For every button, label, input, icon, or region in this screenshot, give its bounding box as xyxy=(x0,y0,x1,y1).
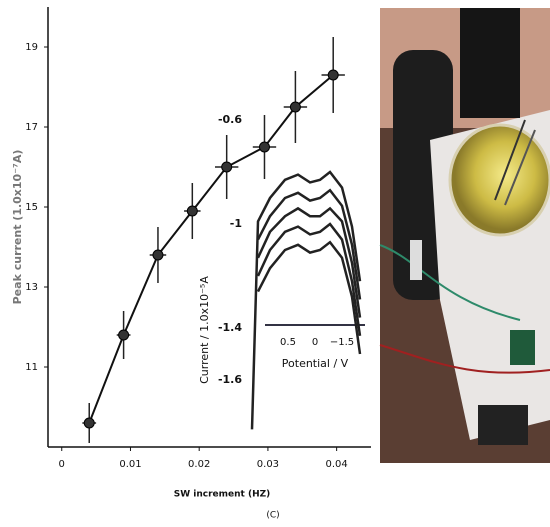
point xyxy=(152,249,164,261)
photo-board xyxy=(510,330,535,365)
photo-clip xyxy=(410,240,422,280)
series-line xyxy=(256,240,362,355)
inset-x-axis-label: Potential / V xyxy=(282,357,349,370)
inset-x-tick-label: 0.5 xyxy=(280,337,296,348)
x-tick-label: 0.04 xyxy=(326,459,348,470)
x-tick-label: 0.03 xyxy=(257,459,279,470)
inset-y-tick-label: -1 xyxy=(230,217,242,230)
point xyxy=(258,141,270,153)
series-line xyxy=(256,206,362,318)
series-line xyxy=(256,222,362,336)
point xyxy=(118,329,130,341)
x-tick-label: 0.01 xyxy=(119,459,141,470)
y-tick-label: 15 xyxy=(25,202,38,213)
inset-y-tick-label: -1.4 xyxy=(218,321,242,334)
x-axis-label: SW increment (HZ) xyxy=(174,490,271,500)
photo-wire xyxy=(379,244,521,321)
y-tick-label: 19 xyxy=(25,42,38,53)
photo-electrode xyxy=(494,119,526,201)
series-line xyxy=(88,74,334,424)
inset-y-tick-label: -1.6 xyxy=(218,373,242,386)
point xyxy=(221,161,233,173)
point xyxy=(289,101,301,113)
point xyxy=(186,205,198,217)
y-axis-label: Peak current (1.0x10⁻⁷A) xyxy=(11,150,24,305)
point xyxy=(83,417,95,429)
y-tick-label: 17 xyxy=(25,122,38,133)
point xyxy=(327,69,339,81)
x-tick-label: 0 xyxy=(59,459,65,470)
photo-box xyxy=(478,405,528,445)
inset-x-tick-label: −1.5 xyxy=(330,337,354,348)
inset-y-tick-label: -0.6 xyxy=(218,113,242,126)
inset-y-axis-label: Current / 1.0x10⁻⁵A xyxy=(198,276,211,384)
series-line xyxy=(256,188,362,300)
y-tick-label: 13 xyxy=(25,282,38,293)
inset-x-tick-label: 0 xyxy=(312,337,318,348)
photo-dish xyxy=(448,123,550,237)
y-tick-label: 11 xyxy=(25,362,38,373)
photo xyxy=(379,8,550,463)
series-line xyxy=(250,170,362,430)
photo-wire xyxy=(379,344,550,374)
x-tick-label: 0.02 xyxy=(188,459,210,470)
photo-electrode xyxy=(504,129,536,206)
caption: (C) xyxy=(266,511,279,521)
photo-stand xyxy=(460,8,520,118)
